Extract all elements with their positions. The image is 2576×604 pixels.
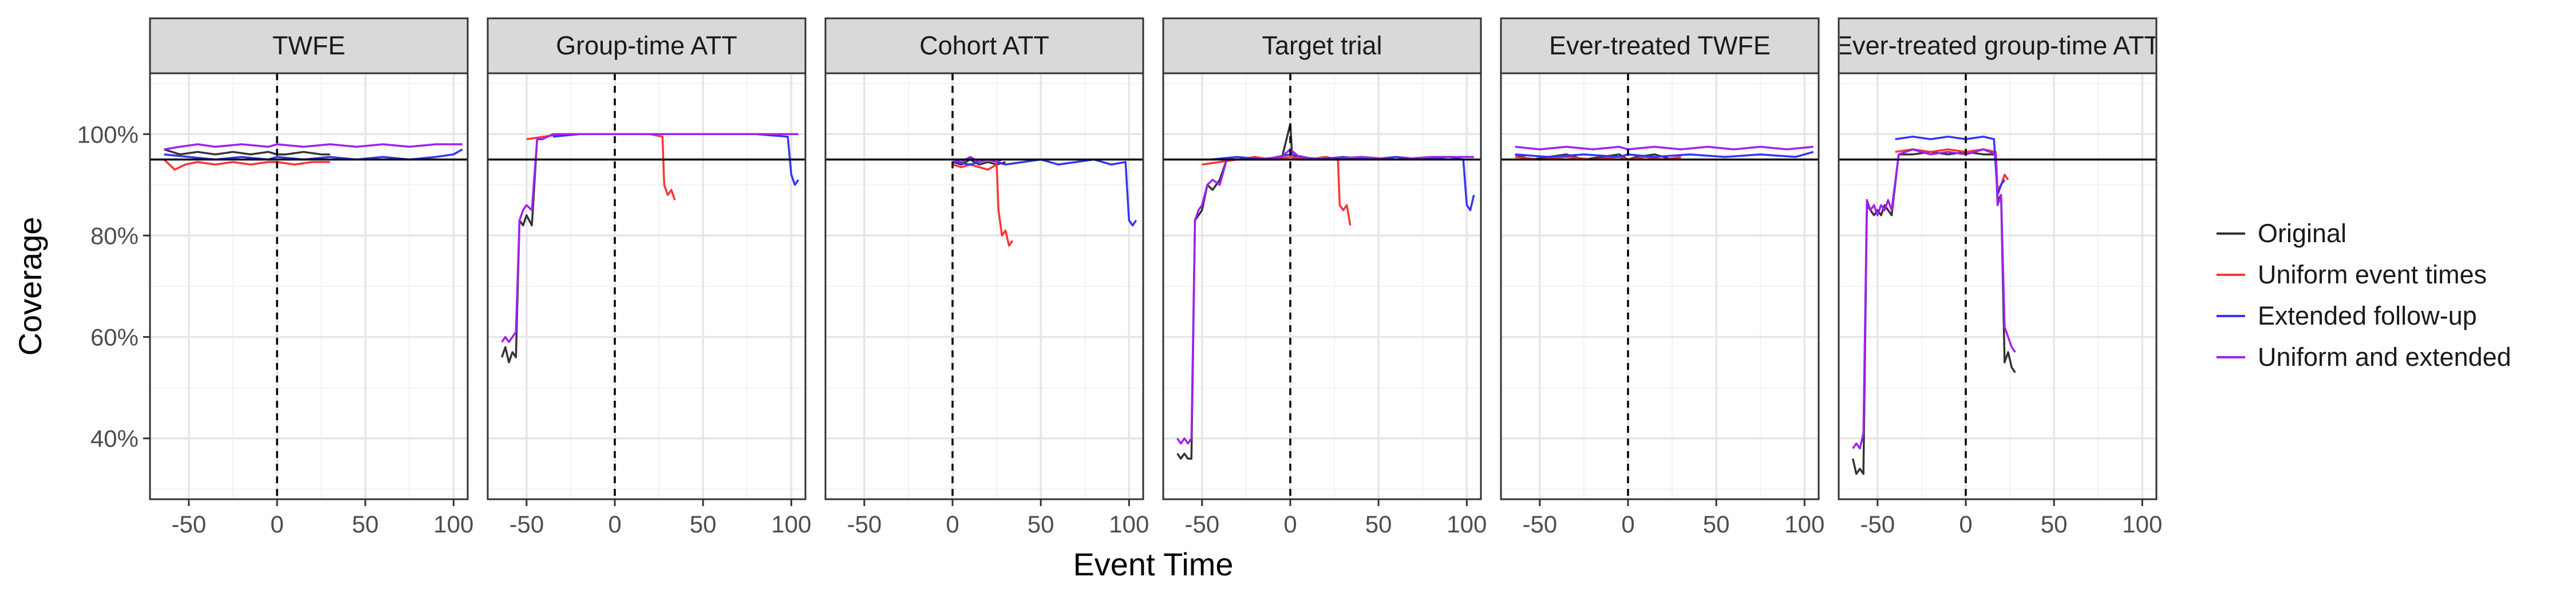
panel-border: [824, 72, 1144, 500]
series-line-uniform-and-extended: [1852, 148, 2016, 450]
strip-background: [487, 17, 807, 74]
x-tick-label: 100: [2122, 511, 2162, 538]
x-tick-label: -50: [847, 511, 882, 538]
y-tick-label: 100%: [77, 121, 139, 148]
panel-group-time-att: Group-time ATT -50 0 50 100: [487, 17, 811, 538]
strip-background: [1162, 17, 1482, 74]
y-tick-label: 60%: [90, 324, 139, 351]
x-tick-label: -50: [509, 511, 544, 538]
x-tick-label: 50: [352, 511, 379, 538]
panel-border: [1162, 72, 1482, 500]
x-tick-label: 0: [946, 511, 959, 538]
x-tick-label: 0: [1959, 511, 1972, 538]
x-tick-label: 50: [1365, 511, 1392, 538]
series-line-original: [164, 148, 330, 156]
strip-title: Ever-treated group-time ATT: [1835, 31, 2160, 60]
x-tick-label: 50: [1703, 511, 1730, 538]
series-line-extended-follow-up: [1515, 151, 1814, 158]
series-line-uniform-and-extended: [952, 156, 1003, 163]
legend-label-original: Original: [2258, 219, 2346, 248]
x-tick-label: 100: [1109, 511, 1149, 538]
x-tick-label: 100: [771, 511, 811, 538]
panel-ever-treated-twfe: Ever-treated TWFE -50 0 50 100: [1500, 17, 1824, 538]
y-axis-title: Coverage: [12, 217, 48, 356]
x-tick-label: 50: [1028, 511, 1054, 538]
x-tick-label: -50: [171, 511, 206, 538]
strip-background: [1500, 17, 1820, 74]
strip-title: Ever-treated TWFE: [1549, 31, 1771, 60]
strip-title: Cohort ATT: [919, 31, 1049, 60]
x-tick-label: 0: [608, 511, 621, 538]
x-tick-label: 0: [1283, 511, 1297, 538]
strip-title: TWFE: [272, 31, 345, 60]
panel-border: [1838, 72, 2158, 500]
panel-target-trial: Target trial -50 0 50 100: [1162, 17, 1487, 538]
x-tick-label: 100: [1784, 511, 1824, 538]
legend-label-extended-follow-up: Extended follow-up: [2258, 301, 2477, 330]
panel-border: [149, 72, 469, 500]
series-line-extended-follow-up: [1895, 135, 2006, 196]
x-tick-label: 100: [433, 511, 473, 538]
series-line-uniform-and-extended: [164, 143, 463, 151]
strip-title: Target trial: [1262, 31, 1382, 60]
panel-border: [487, 72, 807, 500]
panel-twfe: TWFE -50 0 50 100: [149, 17, 473, 538]
series-line-uniform-and-extended: [1176, 148, 1474, 445]
series-line-uniform-and-extended: [501, 133, 799, 344]
x-tick-label: 0: [1621, 511, 1634, 538]
strip-background: [824, 17, 1144, 74]
panel-cohort-att: Cohort ATT -50 0 50 100: [824, 17, 1149, 538]
legend-label-uniform-event-times: Uniform event times: [2258, 260, 2487, 289]
series-line-uniform-event-times: [952, 163, 1014, 247]
x-tick-label: 50: [690, 511, 717, 538]
series-line-uniform-event-times: [163, 159, 330, 171]
strip-background: [149, 17, 469, 74]
strip-title: Group-time ATT: [556, 31, 737, 60]
x-tick-label: 50: [2041, 511, 2068, 538]
x-tick-label: 0: [270, 511, 283, 538]
x-axis-title: Event Time: [1073, 546, 1233, 582]
x-tick-label: -50: [1522, 511, 1557, 538]
x-tick-label: 100: [1447, 511, 1487, 538]
x-tick-label: -50: [1860, 511, 1895, 538]
y-tick-label: 40%: [90, 425, 139, 452]
y-tick-label: 80%: [90, 222, 139, 249]
panel-ever-treated-group-time-att: Ever-treated group-time ATT -50 0 50 100: [1835, 17, 2162, 538]
legend-label-uniform-and-extended: Uniform and extended: [2258, 342, 2511, 372]
series-line-uniform-and-extended: [1515, 145, 1814, 151]
x-tick-label: -50: [1184, 511, 1219, 538]
panel-border: [1500, 72, 1820, 500]
legend: Original Uniform event times Extended foll…: [2217, 219, 2511, 372]
